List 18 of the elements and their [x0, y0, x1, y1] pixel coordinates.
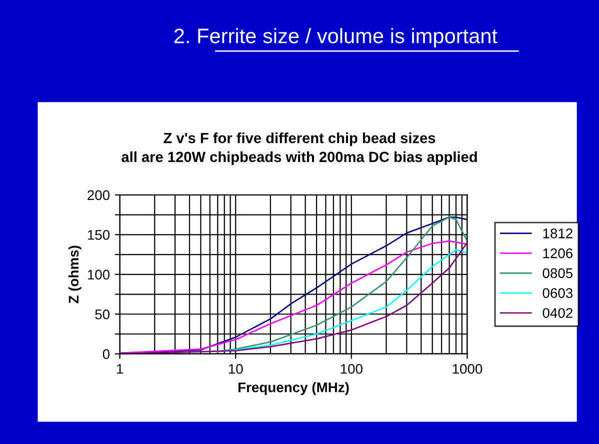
legend-label: 0603 — [542, 288, 573, 298]
legend-label: 0805 — [542, 268, 573, 278]
chart-subtitle: Z v's F for five different chip bead sizes all are 120W chipbeads with 200ma DC bias applied — [122, 132, 477, 165]
y-tick-label: 150 — [88, 230, 110, 240]
chart-title: 2. Ferrite size / volume is important — [174, 28, 498, 48]
x-axis-title: Frequency (MHz) — [238, 382, 349, 396]
legend-label: 0402 — [542, 308, 572, 318]
y-axis-title: Z (ohms) — [68, 246, 82, 304]
y-tick-label: 100 — [88, 270, 110, 280]
x-tick-label: 10 — [228, 364, 243, 374]
x-tick-label: 1000 — [452, 364, 482, 374]
x-tick-label: 1 — [116, 364, 123, 374]
y-tick-label: 50 — [95, 309, 110, 320]
x-tick-label: 100 — [340, 364, 362, 374]
y-tick-label: 0 — [102, 349, 110, 360]
legend-label: 1206 — [543, 248, 573, 258]
legend-label: 1812 — [543, 228, 572, 238]
y-tick-label: 200 — [88, 190, 110, 200]
